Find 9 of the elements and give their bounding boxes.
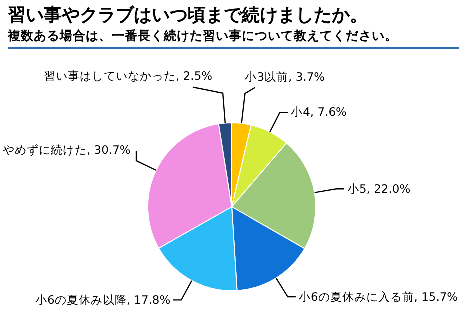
slice-label: 小6の夏休み以降, 17.8% xyxy=(36,292,171,309)
slice-label: 習い事はしていなかった, 2.5% xyxy=(44,68,213,86)
slice-label: 小6の夏休みに入る前, 15.7% xyxy=(298,288,458,306)
chart-title: 習い事やクラブはいつ頃まで続けましたか。 xyxy=(8,4,368,27)
slice-label: 小3以前, 3.7% xyxy=(245,68,326,86)
slice-label: 小5, 22.0% xyxy=(347,180,411,198)
slice-label: 小4, 7.6% xyxy=(291,104,347,122)
chart-subtitle: 複数ある場合は、一番長く続けた習い事について教えてください。 xyxy=(8,28,459,49)
slice-label: やめずに続けた, 30.7% xyxy=(3,142,131,160)
